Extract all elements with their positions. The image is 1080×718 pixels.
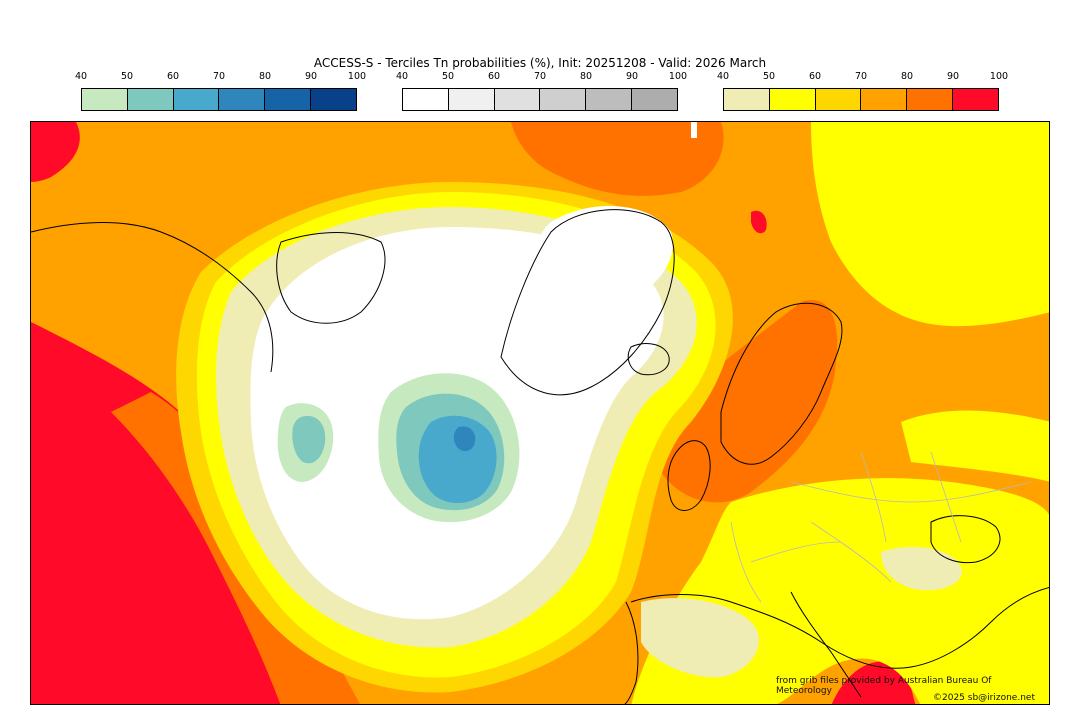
colorbar-tick-label: 50 — [441, 71, 455, 82]
colorbar-swatch — [586, 89, 633, 110]
colorbar-swatch — [448, 89, 495, 110]
coast-italy — [790, 591, 862, 698]
colorbar-tick-label: 50 — [120, 71, 134, 82]
coast-scandinavia — [720, 302, 843, 465]
colorbar-swatches — [723, 88, 999, 111]
warm-region-east — [661, 300, 838, 503]
deepblue-core — [453, 426, 476, 452]
teal-anomaly-west — [292, 415, 326, 464]
colorbar-tick-label: 40 — [74, 71, 88, 82]
border-line — [750, 541, 842, 563]
colorbar-ticks: 40 50 60 70 80 90 100 — [75, 71, 366, 85]
hot-region-northwest — [31, 122, 80, 182]
border-line — [730, 521, 762, 603]
colorbar-tick-label: 60 — [487, 71, 501, 82]
country-borders — [730, 451, 1032, 603]
pale-region-mediterranean — [641, 598, 760, 678]
border-line — [810, 521, 892, 583]
colorbar-swatches — [402, 88, 678, 111]
colorbar-tick-label: 90 — [304, 71, 318, 82]
colorbar-swatch — [311, 89, 356, 110]
colorbar-above-normal: 40 50 60 70 80 90 100 — [717, 71, 1008, 111]
colorbar-ticks: 40 50 60 70 80 90 100 — [396, 71, 687, 85]
coastlines — [31, 209, 1049, 704]
pale-region-balkans — [881, 547, 962, 591]
colorbar-swatch — [907, 89, 954, 110]
coast-iceland — [627, 343, 670, 376]
colorbar-swatch — [173, 89, 220, 110]
hot-spot-norway — [751, 210, 767, 234]
coast-europe-south — [630, 587, 1049, 669]
colorbar-near-normal: 40 50 60 70 80 90 100 — [396, 71, 687, 111]
colorbar-swatch — [82, 89, 128, 110]
colorbar-tick-label: 50 — [762, 71, 776, 82]
white-greenland — [536, 205, 673, 308]
colorbar-swatch — [815, 89, 862, 110]
colorbar-tick-label: 90 — [625, 71, 639, 82]
colorbar-swatch — [724, 89, 770, 110]
colorbar-swatch — [494, 89, 541, 110]
colorbar-tick-label: 80 — [258, 71, 272, 82]
colorbar-tick-label: 100 — [668, 71, 688, 82]
colorbar-swatch — [127, 89, 174, 110]
colorbar-swatch — [403, 89, 449, 110]
colorbar-tick-label: 60 — [808, 71, 822, 82]
colorbar-tick-label: 60 — [166, 71, 180, 82]
border-line — [930, 451, 962, 543]
colorbar-tick-label: 70 — [533, 71, 547, 82]
source-credit: from grib files provided by Australian B… — [776, 676, 992, 696]
coast-britain — [667, 440, 711, 511]
colorbar-ticks: 40 50 60 70 80 90 100 — [717, 71, 1008, 85]
colorbar-tick-label: 70 — [212, 71, 226, 82]
coast-north-america — [31, 222, 274, 373]
coast-iberia — [624, 601, 639, 704]
map-title: ACCESS-S - Terciles Tn probabilities (%)… — [313, 56, 767, 70]
coast-greenland — [500, 209, 675, 396]
colorbar-tick-label: 100 — [989, 71, 1009, 82]
coast-black-sea — [930, 515, 1001, 564]
colorbar-swatches — [81, 88, 357, 111]
border-line — [860, 451, 887, 543]
colorbar-swatch — [632, 89, 677, 110]
yellow-region-far-east — [901, 410, 1049, 482]
colorbar-tick-label: 90 — [946, 71, 960, 82]
colorbar-tick-label: 100 — [347, 71, 367, 82]
colorbar-swatch — [540, 89, 587, 110]
colorbar-tick-label: 40 — [395, 71, 409, 82]
border-line — [790, 481, 1032, 503]
blue-anomaly — [418, 415, 497, 503]
copyright-credit: ©2025 sb@irizone.net — [933, 693, 1035, 703]
colorbar-tick-label: 80 — [900, 71, 914, 82]
colorbar-swatch — [953, 89, 998, 110]
colorbar-swatch — [219, 89, 266, 110]
probability-map[interactable]: from grib files provided by Australian B… — [30, 121, 1050, 705]
colorbar-tick-label: 70 — [854, 71, 868, 82]
hot-region-southeast — [831, 661, 916, 704]
colorbar-tick-label: 80 — [579, 71, 593, 82]
coast-hudson-bay — [276, 232, 386, 324]
map-canvas — [31, 122, 1049, 704]
colorbar-below-normal: 40 50 60 70 80 90 100 — [75, 71, 366, 111]
colorbar-swatch — [265, 89, 312, 110]
yellow-region-east — [811, 122, 1049, 327]
colorbar-swatch — [769, 89, 816, 110]
ice-gap — [691, 122, 697, 138]
warm-region-northeast — [511, 122, 724, 196]
colorbar-swatch — [861, 89, 908, 110]
colorbar-tick-label: 40 — [716, 71, 730, 82]
